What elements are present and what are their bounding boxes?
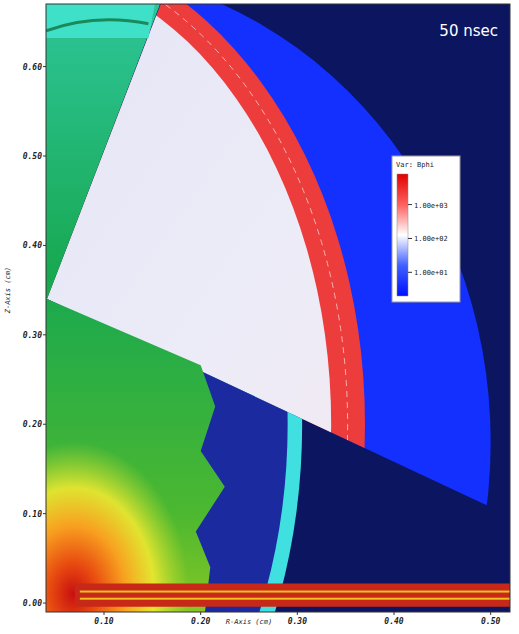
colorbar-tick xyxy=(408,238,412,239)
y-tick xyxy=(43,156,46,157)
annotation: 50 nsec xyxy=(439,22,498,40)
colorbar-tick xyxy=(408,204,412,205)
x-tick-label: 0.20 xyxy=(191,617,210,626)
x-axis-title: R-Axis (cm) xyxy=(226,618,272,626)
top-front xyxy=(46,20,148,31)
lower xyxy=(46,4,302,612)
y-tick xyxy=(43,603,46,604)
x-tick-label: 0.10 xyxy=(94,617,113,626)
frame xyxy=(46,4,510,612)
lower-shell xyxy=(46,4,302,612)
x-tick-label: 0.30 xyxy=(288,617,307,626)
y-tick-label: 0.30 xyxy=(23,331,42,340)
colorbar-tick-label: 1.00e+03 xyxy=(414,202,448,210)
x-tick-label: 0.50 xyxy=(481,617,500,626)
y-tick-label: 0.20 xyxy=(23,420,42,429)
y-tick-label: 0.60 xyxy=(23,63,42,72)
y-tick xyxy=(43,245,46,246)
colorbar xyxy=(397,174,408,296)
y-tick xyxy=(43,66,46,67)
x-tick xyxy=(200,612,201,615)
y-tick-label: 0.40 xyxy=(23,241,42,250)
shell-inner xyxy=(46,4,331,612)
x-tick-label: 0.40 xyxy=(384,617,403,626)
y-tick-label: 0.50 xyxy=(23,152,42,161)
field xyxy=(46,4,510,612)
y-tick-label: 0.00 xyxy=(23,599,42,608)
electrode-stripe xyxy=(80,598,510,600)
sector xyxy=(46,4,491,612)
legend-box xyxy=(392,156,460,302)
x-tick xyxy=(394,612,395,615)
legend-title: Var: Bphi xyxy=(396,161,434,169)
colorbar-tick xyxy=(408,272,412,273)
shell xyxy=(46,4,365,612)
y-tick xyxy=(43,513,46,514)
electrode-stripe xyxy=(80,591,510,593)
electrode xyxy=(75,583,510,606)
chart-root: 0.10 0.20 0.30 0.40 0.50 0.00 0.10 0.20 0.30 0.40… xyxy=(0,0,519,634)
colorbar-tick-label: 1.00e+02 xyxy=(414,235,448,243)
y-tick-label: 0.10 xyxy=(23,510,42,519)
y-tick xyxy=(43,424,46,425)
shell-structure xyxy=(46,4,348,612)
colorbar-tick-label: 1.00e+01 xyxy=(414,269,448,277)
top-strip xyxy=(46,4,160,38)
x-tick xyxy=(297,612,298,615)
y-tick xyxy=(43,334,46,335)
y-axis-title: Z-Axis (cm) xyxy=(4,267,12,314)
x-tick xyxy=(104,612,105,615)
x-tick xyxy=(490,612,491,615)
